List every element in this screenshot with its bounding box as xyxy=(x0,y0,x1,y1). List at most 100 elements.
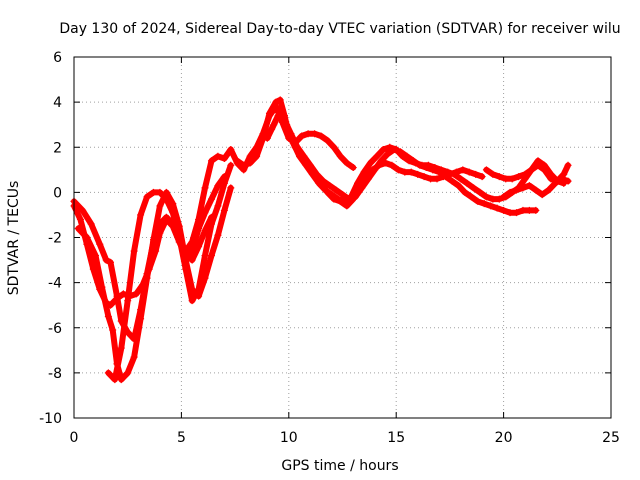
data-point xyxy=(538,191,546,199)
data-point xyxy=(169,209,177,217)
data-point xyxy=(545,186,553,194)
data-point xyxy=(405,157,413,165)
data-point xyxy=(336,152,344,160)
data-point xyxy=(508,175,516,183)
data-point xyxy=(532,206,540,214)
data-point xyxy=(220,206,228,214)
data-point xyxy=(188,297,196,305)
data-point xyxy=(124,369,132,377)
data-point xyxy=(386,143,394,151)
data-point xyxy=(149,236,157,244)
x-tick-label: 25 xyxy=(602,430,620,446)
series-trace xyxy=(75,184,234,383)
data-point xyxy=(493,204,501,212)
data-point xyxy=(500,206,508,214)
data-point xyxy=(512,186,520,194)
data-point xyxy=(263,134,271,142)
data-point xyxy=(195,215,203,223)
data-point xyxy=(156,188,164,196)
data-point xyxy=(525,182,533,190)
y-tick-label: -6 xyxy=(48,321,62,337)
data-point xyxy=(182,247,190,255)
data-point xyxy=(489,170,497,178)
data-series xyxy=(70,96,572,384)
data-point xyxy=(317,132,325,140)
data-point xyxy=(107,258,115,266)
data-point xyxy=(433,175,441,183)
data-point xyxy=(124,297,132,305)
data-point xyxy=(427,175,435,183)
data-point xyxy=(74,224,82,232)
data-point xyxy=(392,146,400,154)
series-track-3 xyxy=(74,184,235,384)
series-track-4 xyxy=(104,161,235,384)
data-point xyxy=(96,240,104,248)
data-point xyxy=(214,152,222,160)
data-point xyxy=(207,220,215,228)
data-point xyxy=(130,247,138,255)
data-point xyxy=(220,155,228,163)
data-point xyxy=(227,146,235,154)
y-tick-label: -8 xyxy=(48,366,62,382)
data-point xyxy=(418,161,426,169)
data-point xyxy=(478,173,486,181)
data-point xyxy=(102,256,110,264)
data-point xyxy=(412,159,420,167)
data-point xyxy=(437,166,445,174)
data-point xyxy=(558,175,566,183)
data-point xyxy=(332,186,340,194)
data-point xyxy=(465,168,473,176)
data-point xyxy=(201,184,209,192)
data-point xyxy=(519,184,527,192)
data-point xyxy=(394,166,402,174)
data-point xyxy=(373,152,381,160)
data-point xyxy=(302,161,310,169)
data-point xyxy=(298,132,306,140)
data-point xyxy=(482,193,490,201)
data-point xyxy=(564,161,572,169)
data-point xyxy=(162,213,170,221)
data-point xyxy=(354,179,362,187)
data-point xyxy=(91,252,99,260)
data-point xyxy=(143,193,151,201)
y-tick-label: -10 xyxy=(39,411,62,427)
data-point xyxy=(207,157,215,165)
data-point xyxy=(270,121,278,129)
data-point xyxy=(384,150,392,158)
data-point xyxy=(276,96,284,104)
x-tick-label: 20 xyxy=(495,430,513,446)
data-point xyxy=(489,195,497,203)
data-point xyxy=(156,202,164,210)
x-tick-label: 10 xyxy=(280,430,298,446)
data-point xyxy=(388,161,396,169)
data-point xyxy=(132,290,140,298)
data-point xyxy=(379,146,387,154)
data-point xyxy=(343,159,351,167)
data-point xyxy=(506,188,514,196)
x-axis-label: GPS time / hours xyxy=(281,458,398,474)
y-tick-label: -2 xyxy=(48,231,62,247)
y-tick-label: -4 xyxy=(48,276,62,292)
x-tick-label: 15 xyxy=(387,430,405,446)
data-point xyxy=(463,179,471,187)
data-point xyxy=(246,159,254,167)
data-point xyxy=(431,164,439,172)
data-point xyxy=(540,166,548,174)
data-point xyxy=(175,234,183,241)
data-point xyxy=(407,168,415,176)
y-tick-label: 6 xyxy=(53,50,62,66)
data-point xyxy=(349,164,357,172)
data-point xyxy=(457,175,465,183)
data-point xyxy=(334,195,342,203)
data-point xyxy=(276,107,284,115)
data-point xyxy=(525,206,533,214)
data-point xyxy=(377,157,385,165)
data-point xyxy=(182,265,190,273)
y-axis-label: SDTVAR / TECUs xyxy=(6,181,22,296)
data-point xyxy=(459,166,467,174)
data-point xyxy=(87,220,95,228)
data-point xyxy=(308,170,316,178)
data-point xyxy=(551,179,559,187)
data-point xyxy=(214,182,222,190)
data-point xyxy=(424,161,432,169)
